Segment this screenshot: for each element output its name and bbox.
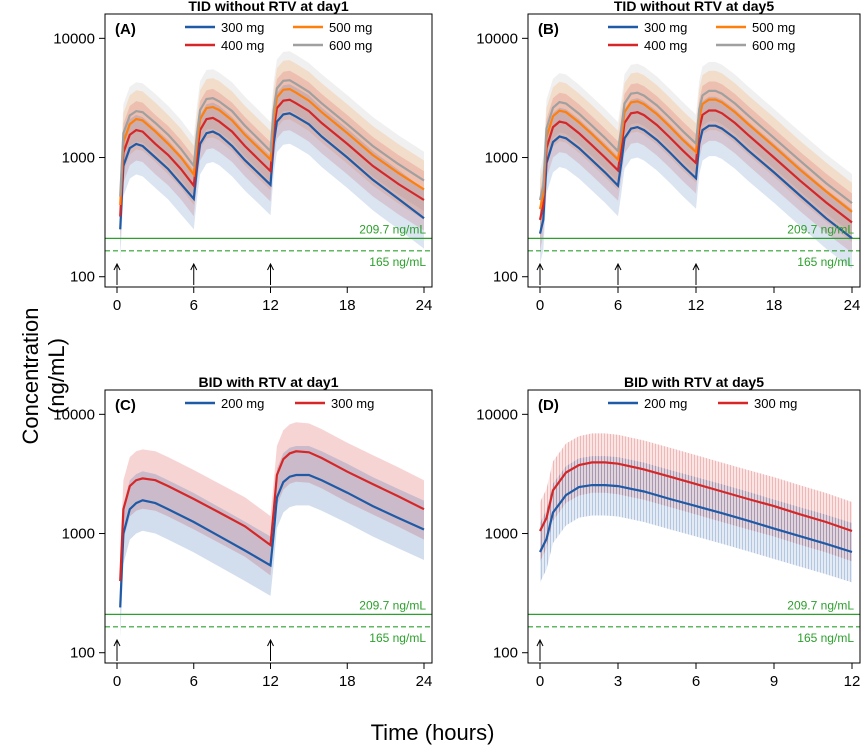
plot-frame bbox=[104, 389, 433, 664]
series-line-600mg bbox=[538, 89, 853, 204]
dose-arrow-head bbox=[113, 638, 121, 647]
panel-title: BID with RTV at day1 bbox=[198, 374, 338, 390]
series-line-400mg bbox=[119, 98, 425, 217]
series-line-400mg bbox=[538, 109, 853, 224]
x-tick-label: 12 bbox=[688, 297, 705, 314]
series-line-300mg bbox=[538, 124, 853, 240]
x-tick-label: 9 bbox=[770, 673, 778, 690]
plot-frame bbox=[527, 389, 861, 664]
panel-c: 209.7 ng/mL 165 ng/mL 100 1000 10000 0 6 12 18 24… bbox=[53, 374, 433, 690]
series-line-500mg bbox=[538, 98, 853, 213]
x-tick-label: 0 bbox=[113, 297, 121, 314]
threshold-label: 209.7 ng/mL bbox=[359, 222, 426, 236]
x-axis-label: Time (hours) bbox=[370, 720, 495, 745]
plot-area bbox=[105, 422, 432, 638]
dose-arrow-head bbox=[614, 262, 622, 271]
x-tick-label: 3 bbox=[614, 673, 622, 690]
legend-label: 600 mg bbox=[329, 38, 372, 53]
threshold-label: 209.7 ng/mL bbox=[359, 598, 426, 612]
dose-arrow-head bbox=[536, 262, 544, 271]
x-tick-label: 18 bbox=[339, 297, 356, 314]
dose-arrow-head bbox=[190, 262, 198, 271]
dose-arrow-head bbox=[692, 262, 700, 271]
y-tick-label: 100 bbox=[493, 645, 518, 662]
threshold-label: 165 ng/mL bbox=[369, 255, 426, 269]
legend-label: 400 mg bbox=[644, 38, 687, 53]
dose-arrow-head bbox=[267, 262, 274, 271]
ci-band-200mg bbox=[540, 456, 852, 583]
y-tick-label: 1000 bbox=[62, 150, 95, 167]
legend-label: 300 mg bbox=[221, 20, 264, 35]
dose-arrow-head bbox=[267, 638, 274, 647]
threshold-label: 165 ng/mL bbox=[797, 631, 854, 645]
y-tick-label: 10000 bbox=[476, 406, 518, 423]
legend-label: 600 mg bbox=[752, 38, 795, 53]
x-tick-label: 18 bbox=[339, 673, 356, 690]
threshold-label: 209.7 ng/mL bbox=[787, 222, 854, 236]
plot-frame bbox=[104, 13, 433, 288]
x-tick-label: 6 bbox=[190, 673, 198, 690]
x-tick-label: 18 bbox=[766, 297, 783, 314]
x-tick-label: 24 bbox=[416, 673, 433, 690]
panel-label: (C) bbox=[115, 397, 136, 414]
threshold-label: 209.7 ng/mL bbox=[787, 598, 854, 612]
y-tick-label: 100 bbox=[493, 269, 518, 286]
plot-area bbox=[528, 433, 860, 628]
y-tick-label: 100 bbox=[70, 645, 95, 662]
legend-label: 300 mg bbox=[331, 396, 374, 411]
legend-label: 300 mg bbox=[644, 20, 687, 35]
panel-title: TID without RTV at day5 bbox=[614, 0, 774, 14]
y-tick-label: 10000 bbox=[53, 406, 95, 423]
plot-area bbox=[528, 62, 860, 269]
series-line-300mg bbox=[119, 112, 425, 230]
y-tick-label: 10000 bbox=[53, 30, 95, 47]
y-tick-label: 1000 bbox=[485, 526, 518, 543]
series-line-200mg bbox=[119, 473, 425, 608]
legend-label: 200 mg bbox=[221, 396, 264, 411]
series-line-300mg bbox=[119, 450, 425, 582]
series-line-500mg bbox=[119, 87, 425, 206]
x-tick-label: 6 bbox=[614, 297, 622, 314]
y-axis-label: Concentration (ng/mL) bbox=[18, 307, 69, 445]
panel-b: 209.7 ng/mL 165 ng/mL 100 1000 10000 0 6 12 18 24… bbox=[476, 0, 861, 314]
panel-d: 209.7 ng/mL 165 ng/mL 100 1000 10000 0 3 6 9 12 BI… bbox=[476, 374, 861, 690]
y-tick-label: 100 bbox=[70, 269, 95, 286]
threshold-label: 165 ng/mL bbox=[369, 631, 426, 645]
panel-a: 209.7 ng/mL 165 ng/mL 100 1000 10000 0 6 12 18 24… bbox=[53, 0, 433, 314]
threshold-label: 165 ng/mL bbox=[797, 255, 854, 269]
ci-band-300mg bbox=[540, 96, 852, 269]
dose-arrow-head bbox=[113, 262, 121, 271]
plot-area bbox=[105, 51, 432, 260]
x-tick-label: 6 bbox=[190, 297, 198, 314]
legend-label: 300 mg bbox=[754, 396, 797, 411]
panel-label: (D) bbox=[538, 397, 559, 414]
y-tick-label: 10000 bbox=[476, 30, 518, 47]
panel-label: (B) bbox=[538, 21, 559, 38]
legend-label: 400 mg bbox=[221, 38, 264, 53]
panel-title: TID without RTV at day1 bbox=[188, 0, 348, 14]
plot-frame bbox=[527, 13, 861, 288]
panel-title: BID with RTV at day5 bbox=[624, 374, 764, 390]
y-tick-label: 1000 bbox=[62, 526, 95, 543]
x-tick-label: 12 bbox=[844, 673, 861, 690]
series-line-200mg bbox=[539, 484, 853, 554]
y-tick-label: 1000 bbox=[485, 150, 518, 167]
x-tick-label: 0 bbox=[536, 297, 544, 314]
legend-label: 200 mg bbox=[644, 396, 687, 411]
x-tick-label: 24 bbox=[844, 297, 861, 314]
x-tick-label: 0 bbox=[113, 673, 121, 690]
x-tick-label: 12 bbox=[262, 673, 279, 690]
legend-label: 500 mg bbox=[329, 20, 372, 35]
x-tick-label: 12 bbox=[262, 297, 279, 314]
x-tick-label: 0 bbox=[536, 673, 544, 690]
x-tick-label: 6 bbox=[692, 673, 700, 690]
panel-label: (A) bbox=[115, 21, 136, 38]
series-line-600mg bbox=[119, 79, 425, 197]
x-tick-label: 24 bbox=[416, 297, 433, 314]
dose-arrow-head bbox=[536, 638, 544, 647]
legend-label: 500 mg bbox=[752, 20, 795, 35]
series-line-300mg bbox=[539, 461, 853, 533]
